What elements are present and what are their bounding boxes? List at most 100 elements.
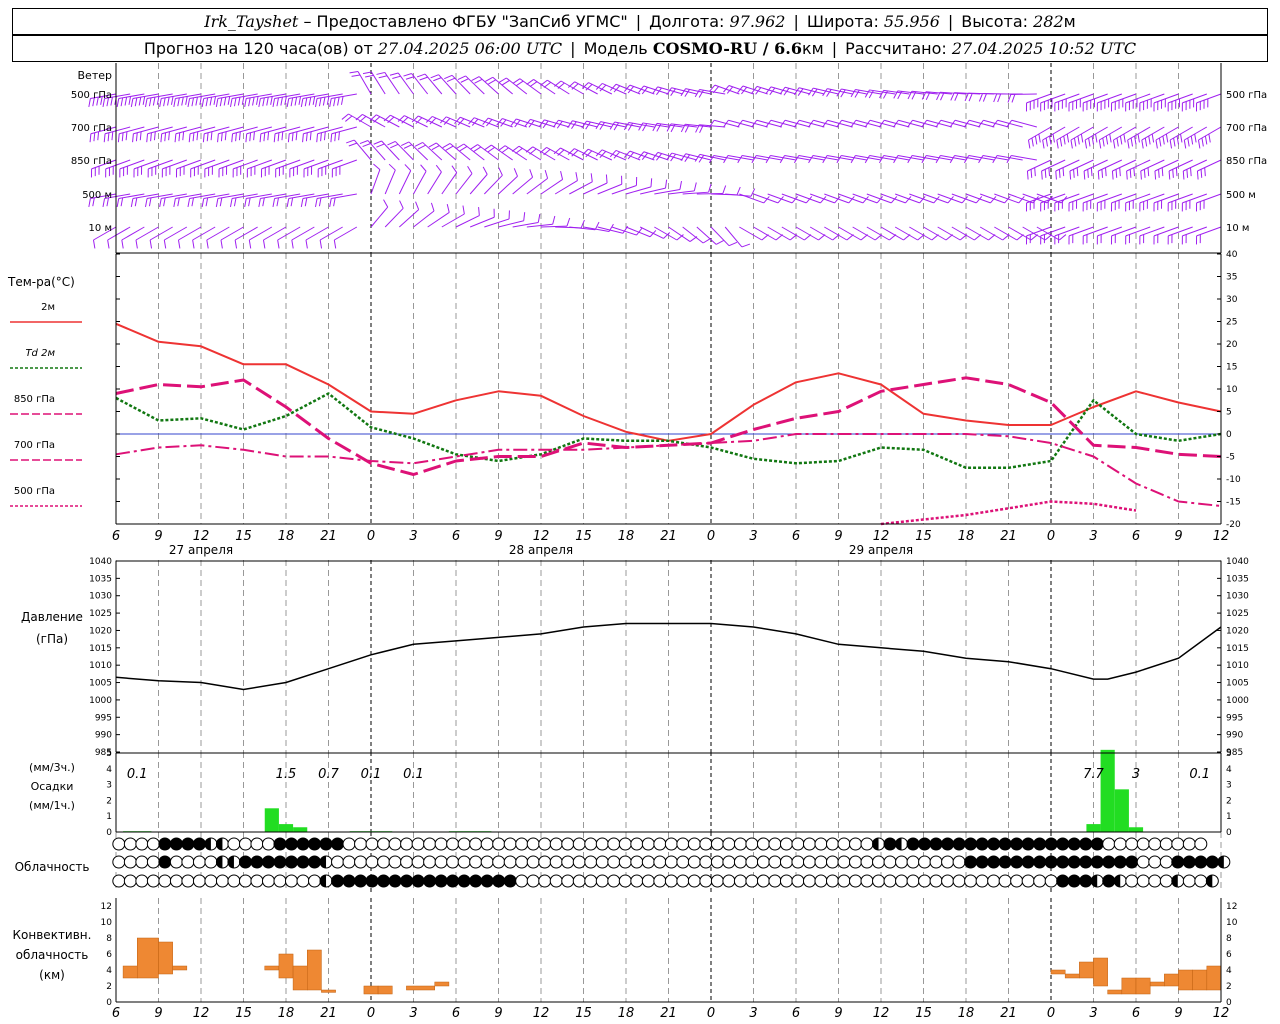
wind-barb-flag — [130, 98, 134, 108]
precip-tick-label-right: 1 — [1226, 812, 1232, 822]
wind-barb-flag — [253, 131, 255, 141]
alt-label: Высота: — [961, 12, 1029, 31]
wind-barb-flag — [478, 207, 480, 216]
temp-series-line — [115, 433, 1222, 507]
wind-barb-shaft — [498, 220, 524, 228]
cloud-symbol — [457, 874, 471, 888]
cloud-symbol — [849, 837, 862, 851]
wind-barb-flag — [435, 164, 442, 173]
wind-barb-shaft — [965, 226, 989, 241]
wind-barb-shaft — [231, 193, 258, 200]
wind-barb-shaft — [275, 159, 301, 170]
conv-bar — [377, 985, 393, 995]
wind-barb-flag — [1007, 94, 1012, 103]
wind-barb-flag — [539, 147, 547, 154]
wind-barb-flag — [1127, 139, 1130, 149]
wind-barb-shaft — [118, 93, 145, 100]
wind-barb-shaft — [164, 226, 188, 241]
wind-barb-shaft — [1113, 126, 1137, 141]
wind-barb-flag — [142, 96, 146, 105]
wind-barb-flag — [613, 85, 621, 93]
pres-tick-label-right: 985 — [1226, 748, 1243, 758]
wind-barb-flag — [627, 152, 635, 160]
conv-tick-label-left: 0 — [106, 998, 112, 1008]
wind-barb-flag — [442, 143, 451, 149]
wind-barb-flag — [159, 98, 162, 108]
wind-barb-flag — [779, 86, 786, 95]
wind-barb-shaft — [979, 226, 1003, 241]
calc-label: Рассчитано: — [845, 39, 947, 58]
wind-barb-shaft — [699, 124, 726, 128]
wind-barb-flag — [219, 197, 223, 207]
wind-barb-flag — [528, 120, 535, 128]
forecast-label: Прогноз на 120 часа(ов) от — [143, 39, 373, 58]
wind-barb-flag — [571, 121, 577, 129]
conv-tick-label-left: 6 — [106, 950, 112, 960]
wind-barb-shaft — [104, 193, 131, 200]
precip-bar — [1086, 824, 1101, 832]
cloud-symbol — [779, 855, 793, 869]
wind-barb-shaft — [809, 226, 833, 241]
wind-barb-flag — [106, 197, 109, 207]
wind-barb-shaft — [367, 140, 386, 161]
wind-barb-flag — [92, 97, 95, 107]
wind-barb-shaft — [587, 148, 613, 161]
cloud-symbol — [1205, 855, 1219, 869]
wind-barb-flag — [921, 91, 927, 100]
wind-barb-flag — [1141, 139, 1144, 149]
wind-barb-flag — [163, 197, 166, 207]
wind-barb-flag — [935, 119, 942, 128]
wind-barb-shaft — [710, 226, 730, 247]
wind-barb-flag — [318, 197, 322, 207]
wind-barb-flag — [777, 196, 784, 204]
wind-barb-flag — [107, 239, 110, 249]
cloud-symbol — [411, 874, 425, 888]
wind-barb-shaft — [438, 74, 457, 95]
wind-barb-flag — [1182, 170, 1185, 180]
cloud-symbol — [699, 874, 713, 888]
precip-3h-label: 3 — [1132, 767, 1140, 782]
lon-label: Долгота: — [649, 12, 725, 31]
wind-barb-shaft — [547, 79, 570, 95]
wind-barb-flag — [1073, 169, 1075, 178]
cloud-symbol — [515, 837, 529, 851]
wind-barb-flag — [1045, 137, 1049, 147]
wind-barb-shaft — [178, 226, 202, 241]
wind-barb-shaft — [756, 85, 782, 95]
cloud-symbol — [607, 837, 621, 851]
wind-barb-flag — [255, 96, 259, 105]
wind-barb-shaft — [809, 193, 835, 204]
wind-barb-flag — [1098, 139, 1102, 149]
wind-barb-flag — [537, 213, 541, 223]
wind-barb-shaft — [795, 193, 821, 204]
pres-tick-label-right: 990 — [1226, 731, 1243, 741]
wind-barb-flag — [445, 145, 454, 151]
wind-panel — [88, 70, 1222, 249]
wind-barb-shaft — [1182, 193, 1208, 204]
wind-barb-shaft — [841, 119, 867, 128]
wind-barb-shaft — [394, 141, 414, 161]
wind-barb-flag — [1129, 169, 1132, 178]
cloud-symbol — [1159, 874, 1173, 888]
conv-tick-label-right: 4 — [1226, 966, 1232, 976]
wind-barb-flag — [765, 86, 772, 94]
wind-barb-flag — [309, 131, 312, 141]
wind-barb-shaft — [994, 193, 1019, 204]
wind-barb-flag — [498, 167, 503, 176]
cloud-symbol — [238, 837, 252, 851]
temperature-panel — [115, 322, 1222, 526]
wind-barb-shaft — [1168, 193, 1193, 204]
wind-barb-shaft — [898, 119, 924, 128]
pres-tick-label-left: 1040 — [89, 557, 112, 567]
wind-barb-flag — [149, 239, 153, 249]
wind-barb-shaft — [483, 174, 503, 195]
wind-barb-shaft — [206, 226, 230, 241]
wind-barb-flag — [1038, 133, 1041, 143]
cloud-symbol — [446, 855, 460, 869]
wind-barb-flag — [305, 239, 308, 249]
wind-barb-shaft — [1139, 93, 1165, 104]
wind-barb-flag — [199, 96, 202, 105]
wind-barb-flag — [484, 144, 492, 151]
wind-barb-flag — [741, 86, 748, 95]
cloud-symbol — [630, 855, 644, 869]
